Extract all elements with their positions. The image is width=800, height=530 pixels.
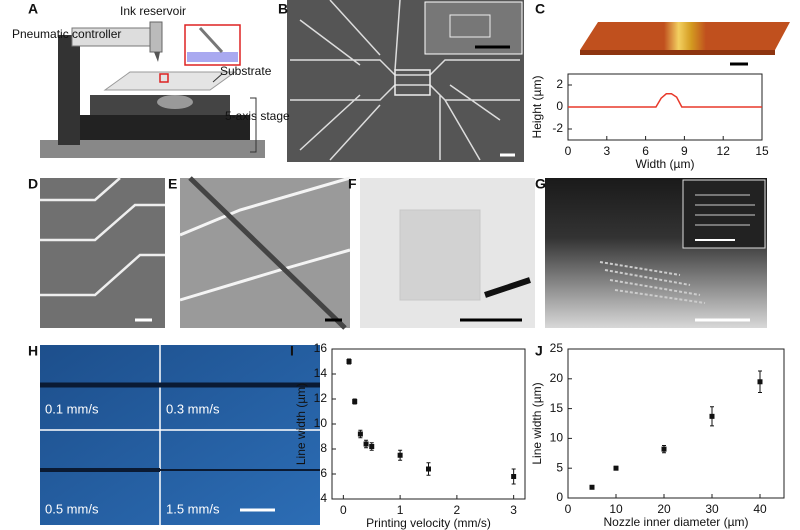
x-tick-label: 3 [510, 503, 517, 517]
panel-label: A [28, 1, 38, 17]
y-axis-label: Line width (µm) [294, 383, 308, 465]
data-point [397, 452, 403, 458]
x-tick-label: 9 [681, 144, 688, 158]
photo-g [545, 178, 767, 328]
speed-label: 0.1 mm/s [45, 401, 99, 416]
data-point [357, 431, 363, 437]
y-tick-label: -2 [552, 121, 563, 135]
x-tick-label: 6 [642, 144, 649, 158]
data-point [346, 359, 352, 364]
y-tick-label: 10 [550, 431, 564, 445]
data-point [363, 441, 369, 447]
data-point [757, 379, 763, 385]
y-tick-label: 14 [314, 366, 328, 380]
sem-image-e [179, 176, 351, 330]
x-tick-label: 1 [397, 503, 404, 517]
label-substrate: Substrate [220, 64, 272, 78]
apparatus-drawing [40, 21, 265, 158]
x-tick-label: 2 [454, 503, 461, 517]
x-tick-label: 3 [603, 144, 610, 158]
speed-label: 0.3 mm/s [166, 401, 220, 416]
data-point [661, 446, 667, 452]
label-stage: 5-axis stage [225, 109, 290, 123]
y-tick-label: 6 [320, 466, 327, 480]
data-point [369, 444, 375, 449]
y-axis-label: Line width (µm) [530, 382, 544, 464]
panel-label: J [535, 343, 543, 359]
x-axis-label: Nozzle inner diameter (µm) [604, 515, 749, 529]
x-tick-label: 0 [565, 502, 572, 516]
sem-image-b [287, 0, 524, 162]
plot-frame [331, 348, 526, 500]
panel-label: G [535, 176, 546, 192]
data-point [352, 399, 358, 404]
y-tick-label: 15 [550, 401, 564, 415]
data-point [589, 484, 595, 490]
photo-f [360, 178, 535, 328]
y-tick-label: 0 [556, 99, 563, 113]
y-tick-label: 10 [314, 416, 328, 430]
micrograph-h [40, 345, 320, 525]
data-point [709, 413, 715, 419]
x-tick-label: 0 [340, 503, 347, 517]
x-tick-label: 20 [657, 502, 671, 516]
y-tick-label: 25 [550, 341, 564, 355]
speed-label: 1.5 mm/s [166, 501, 220, 516]
profile-line [568, 93, 762, 108]
y-tick-label: 12 [314, 391, 328, 405]
x-axis-label: Width (µm) [636, 157, 695, 171]
data-point [426, 466, 431, 472]
speed-label: 0.5 mm/s [45, 501, 99, 516]
profile-3d [580, 22, 790, 66]
panel-label: D [28, 176, 38, 192]
data-point [613, 465, 619, 471]
x-tick-label: 12 [717, 144, 731, 158]
panel-label: E [168, 176, 177, 192]
y-tick-label: 0 [556, 490, 563, 504]
x-tick-label: 15 [755, 144, 769, 158]
y-tick-label: 2 [556, 77, 563, 91]
x-tick-label: 40 [753, 502, 767, 516]
x-axis-label: Printing velocity (mm/s) [366, 516, 491, 530]
y-tick-label: 5 [556, 460, 563, 474]
label-pneumatic: Pneumatic controller [12, 27, 121, 41]
panel-label: H [28, 343, 38, 359]
panel-label: C [535, 1, 545, 17]
y-tick-label: 16 [314, 341, 328, 355]
data-point [511, 474, 517, 479]
sem-image-d [40, 177, 165, 328]
y-tick-label: 4 [320, 491, 327, 505]
panel-label: F [348, 176, 357, 192]
y-tick-label: 8 [320, 441, 327, 455]
x-tick-label: 0 [565, 144, 572, 158]
label-ink-reservoir: Ink reservoir [120, 4, 186, 18]
plot-frame [567, 348, 785, 499]
y-tick-label: 20 [550, 371, 564, 385]
x-tick-label: 30 [705, 502, 719, 516]
x-tick-label: 10 [609, 502, 623, 516]
panel-label: B [278, 1, 288, 17]
panel-label: I [290, 343, 294, 359]
y-axis-label: Height (µm) [530, 76, 544, 139]
